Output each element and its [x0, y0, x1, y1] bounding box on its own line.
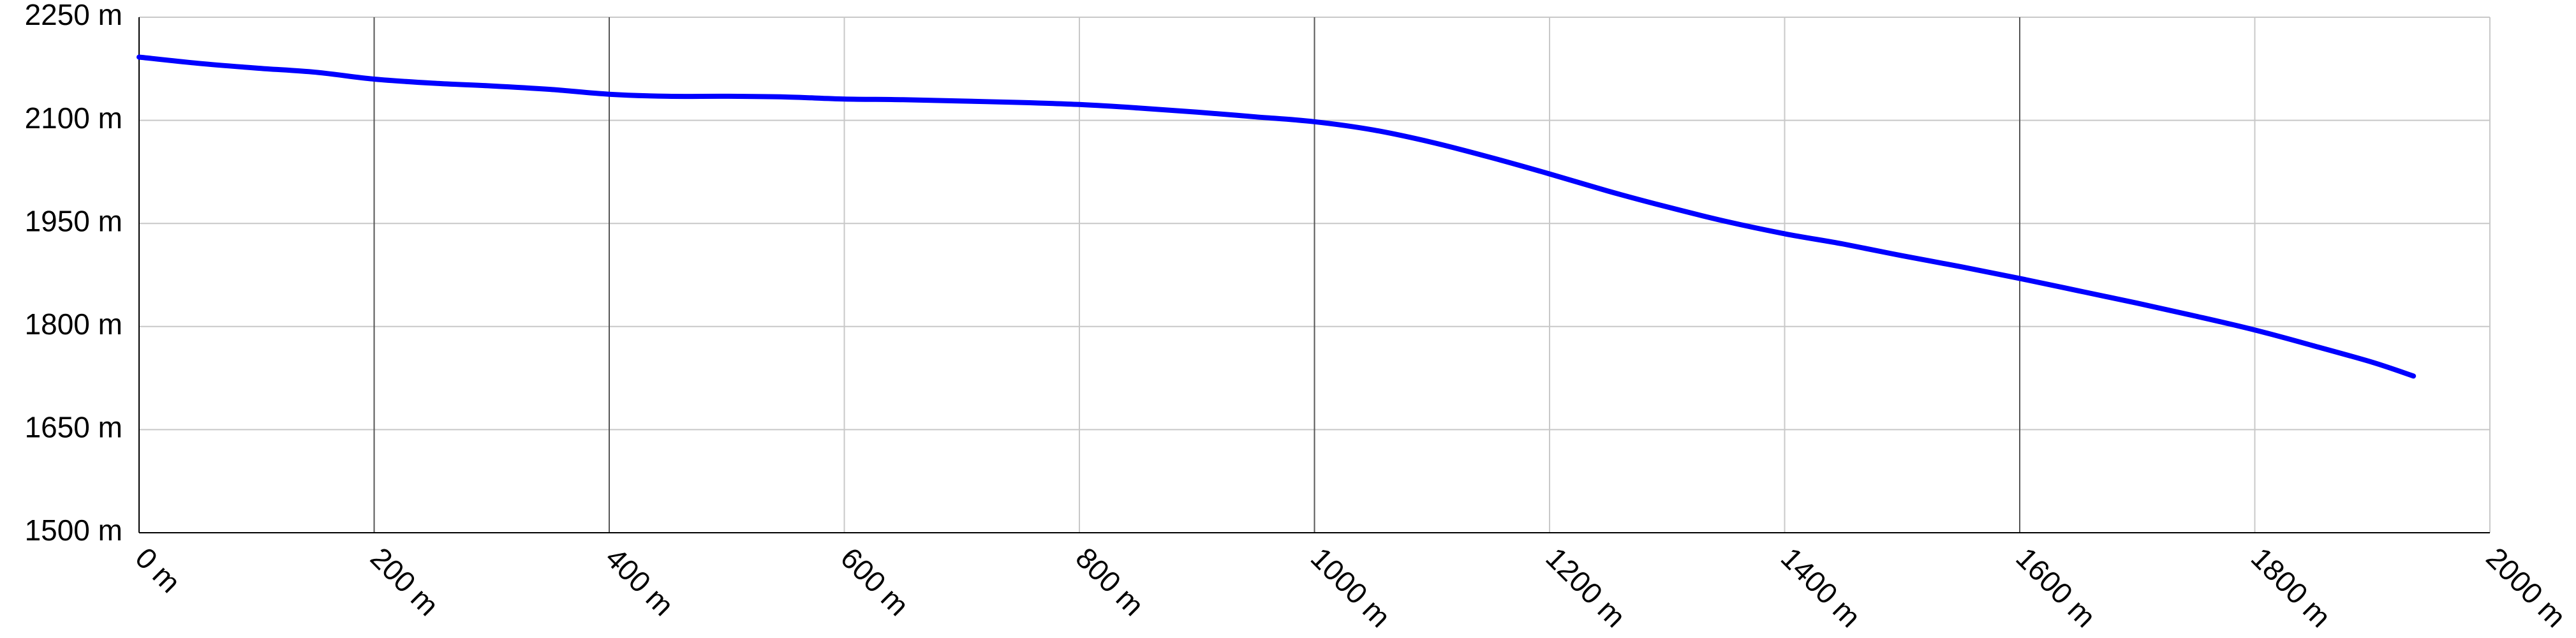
x-tick-label: 1800 m — [2245, 541, 2337, 634]
x-tick-labels: 0 m 200 m 400 m 600 m 800 m 1000 m 1200 m 1400 … — [129, 541, 2572, 634]
series-layer — [137, 54, 2417, 379]
x-tick-label: 1000 m — [1305, 541, 1397, 634]
elevation-series-line — [137, 54, 2417, 379]
x-tick-label: 2000 m — [2480, 541, 2572, 634]
x-tick-label: 800 m — [1069, 541, 1150, 622]
x-tick-label: 400 m — [599, 541, 680, 622]
x-tick-label: 200 m — [364, 541, 445, 622]
x-tick-label: 1400 m — [1775, 541, 1867, 634]
y-tick-label: 1950 m — [25, 204, 122, 237]
y-tick-labels: 1500 m 1650 m 1800 m 1950 m 2100 m 2250 m — [25, 0, 122, 547]
y-tick-label: 1500 m — [25, 514, 122, 547]
grid-layer — [139, 17, 2491, 533]
x-tick-label: 0 m — [129, 541, 187, 599]
x-tick-label: 1600 m — [2010, 541, 2102, 634]
y-tick-label: 2100 m — [25, 101, 122, 135]
x-tick-label: 1200 m — [1539, 541, 1632, 634]
y-tick-label: 1650 m — [25, 411, 122, 444]
x-tick-label: 600 m — [834, 541, 915, 622]
axis-layer — [138, 17, 2490, 533]
y-tick-label: 2250 m — [25, 0, 122, 31]
y-tick-label: 1800 m — [25, 308, 122, 341]
